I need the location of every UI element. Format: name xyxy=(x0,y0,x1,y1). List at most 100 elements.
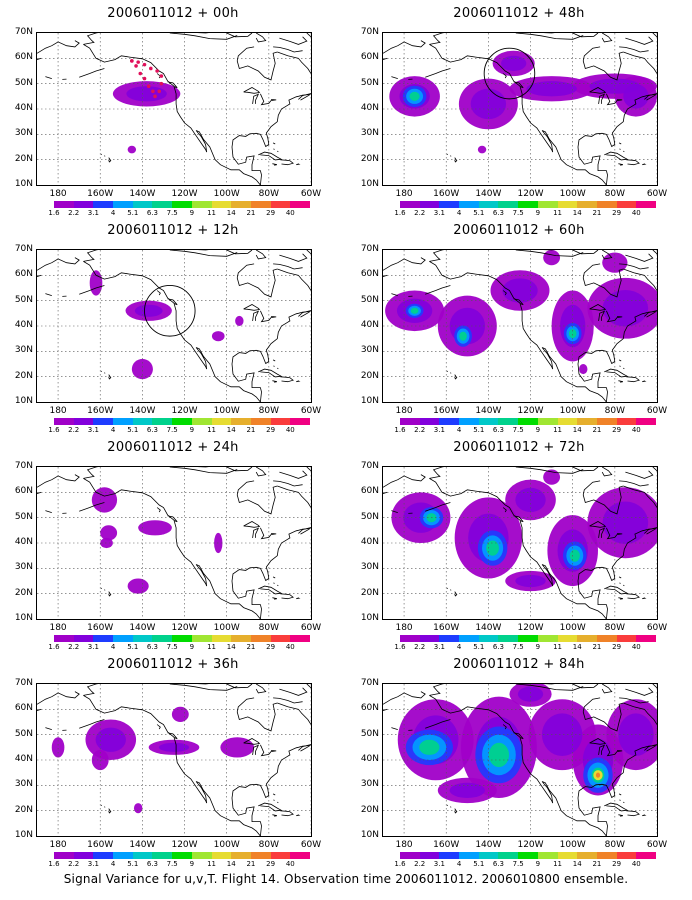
latitude-tick-label: 30N xyxy=(14,779,33,790)
flight-track-dot xyxy=(157,89,162,94)
coastline xyxy=(644,310,657,318)
color-scale-label: 29 xyxy=(612,643,622,651)
latitude-tick-label: 40N xyxy=(360,537,379,547)
coastline xyxy=(502,724,507,730)
coastline xyxy=(280,159,294,166)
coastline xyxy=(391,293,398,296)
coastline xyxy=(277,485,311,508)
coastline xyxy=(513,298,524,306)
color-scale-swatch xyxy=(73,852,94,859)
coastline xyxy=(108,157,112,163)
coastline xyxy=(255,33,267,43)
coastline xyxy=(425,719,451,729)
coastline xyxy=(383,40,426,54)
coastline xyxy=(446,587,448,589)
color-scale-label: 4 xyxy=(456,643,462,651)
flight-track-dot xyxy=(149,66,153,71)
latitude-tick-label: 40N xyxy=(360,103,379,113)
coastline xyxy=(277,150,279,153)
coastline xyxy=(606,93,623,106)
coastline xyxy=(577,94,655,185)
color-scale-swatch xyxy=(616,418,637,425)
coastline xyxy=(623,584,625,587)
coastline xyxy=(236,46,255,61)
signal-variance-blob xyxy=(623,84,649,109)
color-scale-swatch xyxy=(270,418,291,425)
coastline xyxy=(619,582,621,584)
color-scale-label: 3.1 xyxy=(433,426,445,434)
flight-track-dot xyxy=(153,94,157,99)
coastline xyxy=(226,467,253,472)
coastline xyxy=(83,467,99,479)
color-scale-label: 14 xyxy=(572,209,582,217)
coastline xyxy=(425,502,451,512)
map-svg xyxy=(37,33,311,185)
color-scale-label: 9 xyxy=(189,426,195,434)
map-area xyxy=(36,32,312,186)
color-scale-label: 14 xyxy=(226,860,236,868)
coastline xyxy=(502,290,507,296)
coastline xyxy=(104,155,106,157)
latitude-tick-label: 10N xyxy=(14,830,33,840)
longitude-tick-label: 120W xyxy=(517,840,544,850)
color-scale-swatch xyxy=(577,635,597,642)
latitude-tick-label: 30N xyxy=(360,128,379,139)
coastline xyxy=(277,702,311,725)
color-scale-swatch xyxy=(478,418,499,425)
latitude-tick-label: 30N xyxy=(360,345,379,356)
longitude-tick-label: 180 xyxy=(49,840,67,850)
latitude-tick-label: 20N xyxy=(14,153,33,164)
longitude-tick-label: 140W xyxy=(129,623,156,633)
coastline xyxy=(623,801,625,804)
color-scale-swatch xyxy=(596,418,617,425)
signal-variance-blob xyxy=(526,81,577,97)
longitude-tick-label: 160W xyxy=(433,406,460,416)
latitude-tick-label: 50N xyxy=(14,728,33,739)
coastline xyxy=(243,87,261,94)
color-scale-bar xyxy=(400,201,656,208)
coastline xyxy=(625,36,654,45)
latitude-tick-label: 50N xyxy=(360,728,379,739)
coastline xyxy=(273,365,275,367)
latitude-tick-label: 10N xyxy=(360,613,379,623)
color-scale-swatch xyxy=(93,201,114,208)
color-scale-swatch xyxy=(498,418,519,425)
coastline xyxy=(45,293,52,296)
coastline xyxy=(589,738,607,745)
longitude-tick-label: 80W xyxy=(604,189,626,199)
flight-track-dot xyxy=(134,64,138,68)
coastline xyxy=(280,593,294,600)
coastline xyxy=(231,311,309,402)
flight-track-dot xyxy=(151,89,155,94)
color-scale-label: 40 xyxy=(631,426,641,434)
coastline xyxy=(296,380,301,383)
color-scale-swatch xyxy=(290,418,310,425)
coastline xyxy=(582,697,601,712)
coastline xyxy=(618,814,623,817)
color-scale-swatch xyxy=(419,201,440,208)
coastline xyxy=(79,719,105,729)
color-scale-label: 7.5 xyxy=(166,860,178,868)
color-scale-swatch xyxy=(419,635,440,642)
color-scale-swatch xyxy=(400,852,420,859)
coastline xyxy=(273,582,275,584)
color-scale-swatch xyxy=(93,635,114,642)
longitude-tick-label: 140W xyxy=(475,406,502,416)
color-scale-swatch xyxy=(459,201,479,208)
color-scale-swatch xyxy=(478,852,499,859)
color-scale-swatch xyxy=(419,418,440,425)
latitude-tick-label: 70N xyxy=(14,244,33,254)
color-scale-label: 11 xyxy=(207,426,216,434)
longitude-tick-label: 160W xyxy=(433,189,460,199)
coastline xyxy=(618,142,622,145)
coastline xyxy=(618,163,623,166)
flight-track-dot xyxy=(142,62,147,67)
color-scale-swatch xyxy=(557,201,578,208)
latitude-tick-label: 50N xyxy=(14,294,33,305)
color-scale-label: 6.3 xyxy=(492,860,505,868)
color-scale-swatch xyxy=(172,201,192,208)
coastline xyxy=(296,163,301,166)
color-scale-label: 21 xyxy=(246,426,256,434)
longitude-tick-label: 100W xyxy=(213,406,240,416)
color-scale-label: 7.5 xyxy=(512,860,524,868)
